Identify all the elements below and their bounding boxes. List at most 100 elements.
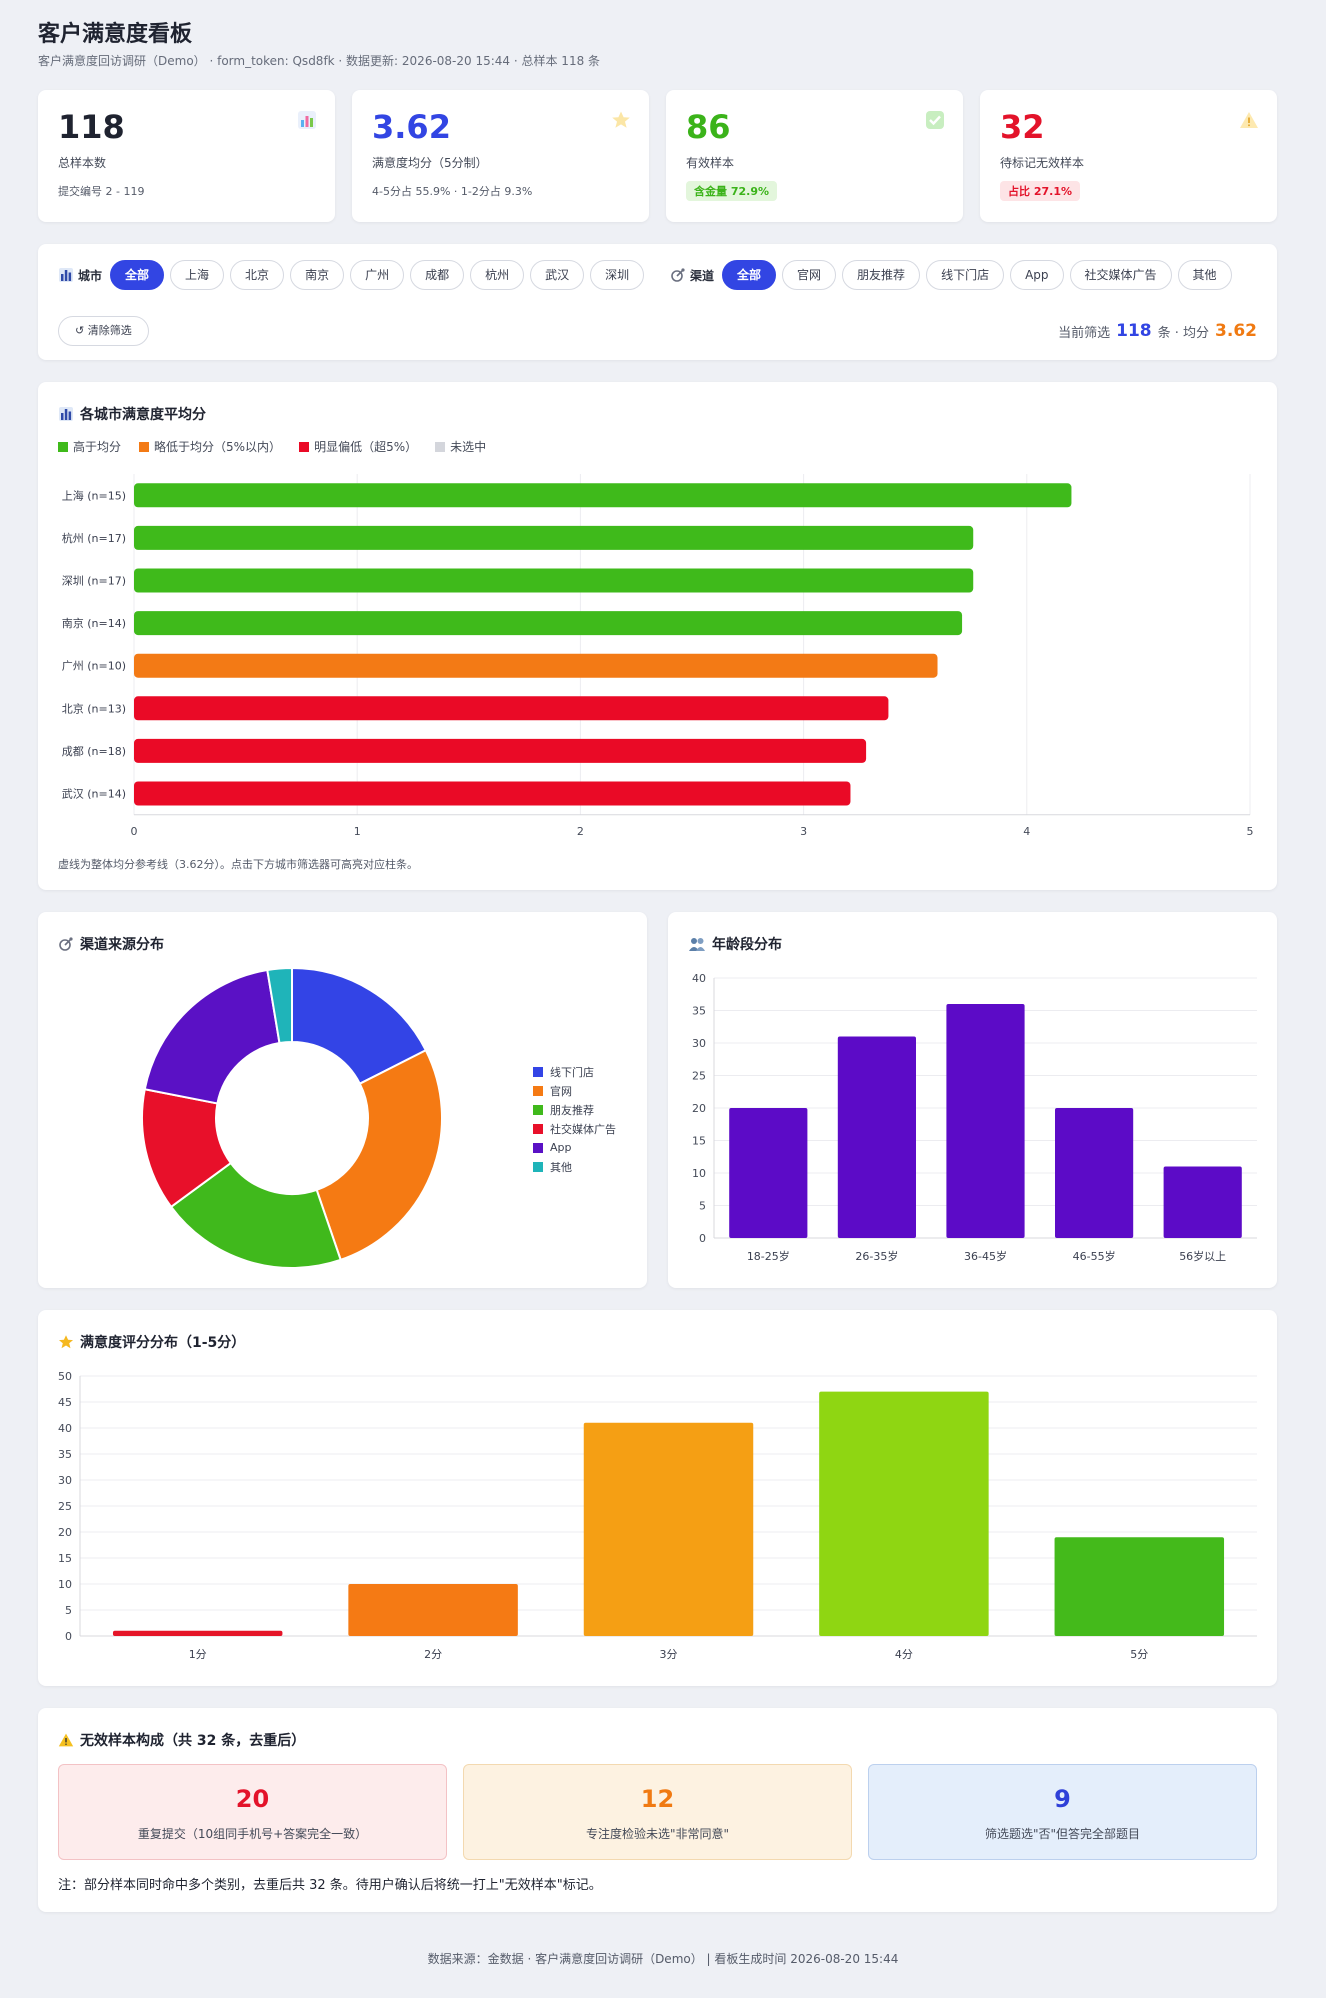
invalid-note: 注：部分样本同时命中多个类别，去重后共 32 条。待用户确认后将统一打上"无效样… <box>58 1878 602 1893</box>
x-tick-label: 5分 <box>1130 1648 1148 1661</box>
city-bar[interactable] <box>134 781 851 806</box>
bar[interactable] <box>1163 1166 1242 1239</box>
legend-item: 其他 <box>533 1157 616 1176</box>
legend-swatch <box>435 441 446 452</box>
channel-chip-app[interactable]: App <box>1010 260 1064 290</box>
city-chip-guangzhou[interactable]: 广州 <box>350 260 405 290</box>
city-bar[interactable] <box>134 738 867 763</box>
score-chart-card: 满意度评分分布（1-5分） 0 5 10 15 20 25 30 35 40 45 50 1分 2分 3分… <box>38 1310 1277 1686</box>
channel-chip-referral[interactable]: 朋友推荐 <box>842 260 921 290</box>
y-tick-label: 30 <box>58 1474 72 1487</box>
satellite-icon <box>59 937 73 951</box>
x-tick-label: 36-45岁 <box>964 1249 1007 1263</box>
legend-item: 略低于均分（5%以内） <box>139 438 281 455</box>
current-filter-summary: 当前筛选 118 条 · 均分 3.62 <box>1058 316 1257 346</box>
y-tick-label: 广州 (n=10) <box>62 660 126 673</box>
legend-swatch <box>533 1123 543 1134</box>
city-chip-shanghai[interactable]: 上海 <box>170 260 225 290</box>
channel-chart-card: 渠道来源分布 线下门店 官网 朋友推荐 社交媒体广告 App 其他 <box>38 912 647 1288</box>
bar[interactable] <box>1054 1537 1225 1636</box>
city-bar[interactable] <box>134 696 889 721</box>
y-tick-label: 40 <box>692 972 706 985</box>
age-chart-title: 年龄段分布 <box>688 934 782 954</box>
y-tick-label: 20 <box>692 1102 706 1115</box>
x-tick-label: 2 <box>577 825 584 837</box>
city-chart-title: 各城市满意度平均分 <box>58 404 206 424</box>
city-icon <box>59 268 73 282</box>
pie-slice[interactable] <box>143 968 281 1105</box>
x-tick-label: 0 <box>131 825 138 837</box>
bar[interactable] <box>729 1108 808 1238</box>
city-bar[interactable] <box>134 653 938 678</box>
legend-swatch <box>533 1104 543 1115</box>
pie-slice[interactable] <box>291 966 428 1086</box>
score-chart-title: 满意度评分分布（1-5分） <box>58 1332 245 1352</box>
y-tick-label: 35 <box>58 1448 72 1461</box>
score-bar-chart: 0 5 10 15 20 25 30 35 40 45 50 1分 2分 3分 4分 5分 <box>58 1370 1257 1661</box>
legend-label: 略低于均分（5%以内） <box>154 440 282 454</box>
invalid-item-value: 9 <box>1054 1785 1071 1813</box>
invalid-item-desc: 专注度检验未选"非常同意" <box>585 1827 730 1841</box>
kpi-label: 有效样本 <box>686 156 735 171</box>
channel-filter-row: 渠道 全部 官网 朋友推荐 线下门店 App 社交媒体广告 其他 <box>670 260 1238 290</box>
clear-filter-button[interactable]: ↺ 清除筛选 <box>58 316 149 346</box>
bar[interactable] <box>837 1036 916 1239</box>
city-chip-shenzhen[interactable]: 深圳 <box>590 260 645 290</box>
kpi-label: 待标记无效样本 <box>1000 156 1085 171</box>
channel-chip-social-ads[interactable]: 社交媒体广告 <box>1069 260 1172 290</box>
y-tick-label: 5 <box>65 1604 72 1617</box>
legend-label: App <box>550 1141 572 1154</box>
city-chart-legend: 高于均分 略低于均分（5%以内） 明显偏低（超5%） 未选中 <box>58 438 486 455</box>
channel-chip-website[interactable]: 官网 <box>782 260 837 290</box>
kpi-badge: 含金量 72.9% <box>686 181 777 202</box>
city-chip-all[interactable]: 全部 <box>110 260 165 290</box>
invalid-title: 无效样本构成（共 32 条，去重后） <box>58 1730 305 1750</box>
y-tick-label: 40 <box>58 1422 72 1435</box>
page-title: 客户满意度看板 <box>38 22 193 47</box>
y-tick-label: 35 <box>692 1005 706 1018</box>
city-chip-beijing[interactable]: 北京 <box>230 260 285 290</box>
bar[interactable] <box>1055 1108 1134 1238</box>
pie-slice[interactable] <box>266 966 293 1045</box>
kpi-value: 86 <box>686 108 731 146</box>
legend-label: 朋友推荐 <box>550 1103 594 1117</box>
age-bar-chart: 0 5 10 15 20 25 30 35 40 18-25岁 26-35岁 36-45岁 46-55岁… <box>692 972 1257 1263</box>
city-chip-chengdu[interactable]: 成都 <box>410 260 465 290</box>
city-bar[interactable] <box>134 611 963 636</box>
city-chip-wuhan[interactable]: 武汉 <box>530 260 585 290</box>
city-chip-nanjing[interactable]: 南京 <box>290 260 345 290</box>
star-icon <box>612 111 630 128</box>
bar[interactable] <box>348 1584 518 1636</box>
channel-chip-other[interactable]: 其他 <box>1177 260 1232 290</box>
bar[interactable] <box>112 1630 283 1636</box>
y-tick-label: 50 <box>58 1370 72 1383</box>
x-tick-label: 1 <box>354 825 361 837</box>
city-bar[interactable] <box>134 525 974 550</box>
bar[interactable] <box>819 1391 989 1636</box>
invalid-title-text: 无效样本构成（共 32 条，去重后） <box>80 1733 306 1749</box>
y-tick-label: 0 <box>65 1630 72 1643</box>
channel-chart-title-text: 渠道来源分布 <box>80 937 164 953</box>
city-chip-hangzhou[interactable]: 杭州 <box>470 260 525 290</box>
channel-chip-all[interactable]: 全部 <box>722 260 777 290</box>
invalid-item-attention: 12 专注度检验未选"非常同意" <box>463 1764 852 1860</box>
legend-swatch <box>299 441 310 452</box>
invalid-item-duplicate: 20 重复提交（10组同手机号+答案完全一致） <box>58 1764 447 1860</box>
y-tick-label: 深圳 (n=17) <box>62 575 126 588</box>
bar[interactable] <box>946 1004 1025 1238</box>
city-bar[interactable] <box>134 483 1072 508</box>
city-bar[interactable] <box>134 568 974 593</box>
bar[interactable] <box>583 1422 754 1636</box>
legend-swatch <box>58 441 68 452</box>
pie-slice[interactable] <box>169 1161 342 1269</box>
pie-slice[interactable] <box>315 1048 443 1262</box>
legend-item: 明显偏低（超5%） <box>299 438 417 455</box>
channel-chip-store[interactable]: 线下门店 <box>926 260 1005 290</box>
x-tick-label: 18-25岁 <box>747 1249 790 1263</box>
city-bar-chart: 0 1 2 3 4 5 上海 (n=15) 杭州 (n=17) 深圳 (n=17) 南京 (n=1… <box>62 474 1254 837</box>
y-tick-label: 15 <box>58 1552 72 1565</box>
x-tick-label: 56岁以上 <box>1179 1249 1226 1263</box>
age-chart-title-text: 年龄段分布 <box>712 937 782 953</box>
city-icon <box>59 407 73 421</box>
score-chart-title-text: 满意度评分分布（1-5分） <box>80 1335 246 1351</box>
